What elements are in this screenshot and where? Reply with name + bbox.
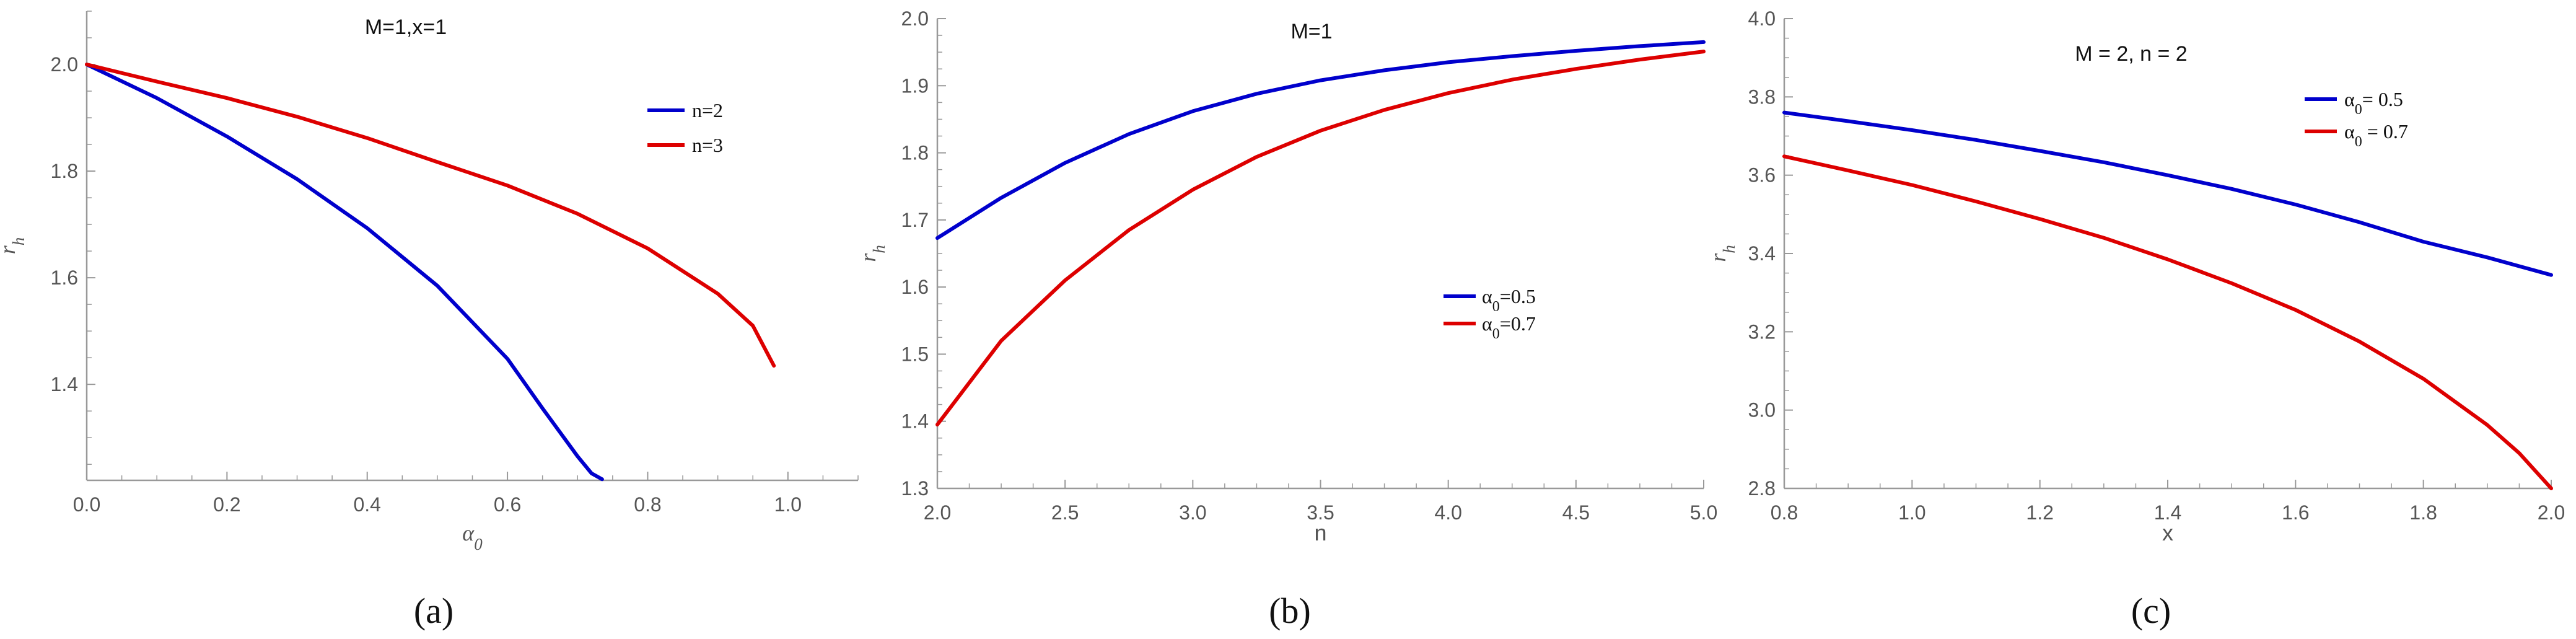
y-tick-label: 1.6 <box>51 267 78 289</box>
x-tick-label: 0.4 <box>353 493 380 516</box>
legend: α0=0.5α0=0.7 <box>1444 285 1536 342</box>
y-tick-label: 1.5 <box>901 343 929 365</box>
x-tick-label: 4.5 <box>1562 501 1590 524</box>
y-tick-label: 1.6 <box>901 276 929 298</box>
series-line-2 <box>1782 154 2553 490</box>
y-tick-label: 3.2 <box>1748 320 1776 343</box>
x-tick-label: 4.0 <box>1434 501 1461 524</box>
y-tick-label: 1.4 <box>901 410 929 433</box>
chart-panel-c: 0.8 1.0 1.2 1.4 1.6 1.8 2.0 2.8 3.0 3.2 3.4 3.6 3.8 4… <box>1706 7 2565 631</box>
y-tick-label: 4.0 <box>1748 7 1776 30</box>
y-tick-label: 1.8 <box>901 142 929 164</box>
x-tick-label: 0.0 <box>73 493 100 516</box>
legend-label: n=3 <box>692 134 723 156</box>
y-tick-label: 3.0 <box>1748 399 1776 421</box>
legend: α0= 0.5α0 = 0.7 <box>2305 88 2408 150</box>
chart-title: M = 2, n = 2 <box>2075 42 2187 66</box>
x-tick-label: 1.0 <box>1898 501 1925 524</box>
legend-label: α0=0.5 <box>1482 285 1536 315</box>
x-tick-label: 2.0 <box>2538 501 2565 524</box>
y-axis-label: rh <box>0 237 28 255</box>
y-tick-label: 2.0 <box>51 53 78 76</box>
series-line-1 <box>1782 110 2553 277</box>
y-tick-label: 1.8 <box>51 160 78 182</box>
x-tick-label: 2.5 <box>1051 501 1079 524</box>
chart-panel-a: 0.0 0.2 0.4 0.6 0.8 1.0 1.4 1.6 1.8 2.0 α0 rh M=1,x=… <box>0 11 859 631</box>
y-tick-label: 1.9 <box>901 74 929 97</box>
y-axis-label: rh <box>1706 245 1738 262</box>
series-line-1 <box>935 40 1706 240</box>
x-axis-label: α0 <box>462 521 483 553</box>
y-tick-label: 2.8 <box>1748 477 1776 500</box>
legend-label: α0 = 0.7 <box>2344 120 2408 150</box>
legend-label: α0= 0.5 <box>2344 88 2403 118</box>
series-line-2 <box>935 50 1706 427</box>
chart-title: M=1 <box>1290 20 1332 43</box>
x-tick-label: 1.8 <box>2409 501 2437 524</box>
legend-label: α0=0.7 <box>1482 312 1536 342</box>
x-tick-label: 0.6 <box>494 493 521 516</box>
panel-caption: (a) <box>414 591 453 631</box>
x-tick-label: 2.0 <box>924 501 951 524</box>
series-line-2 <box>85 63 776 368</box>
x-tick-label: 1.6 <box>2282 501 2309 524</box>
x-tick-label: 0.8 <box>1771 501 1798 524</box>
x-tick-label: 0.8 <box>634 493 661 516</box>
y-tick-label: 3.6 <box>1748 164 1776 187</box>
chart-panel-b: 2.0 2.5 3.0 3.5 4.0 4.5 5.0 1.3 1.4 1.5 1.6 1.7 1.8 1… <box>856 7 1717 631</box>
legend-label: n=2 <box>692 99 723 121</box>
y-axis-label: rh <box>856 245 888 262</box>
x-axis-label: n <box>1314 520 1326 545</box>
x-axis-label: x <box>2162 520 2173 545</box>
y-tick-label: 3.8 <box>1748 86 1776 108</box>
y-tick-label: 1.4 <box>51 373 78 395</box>
y-tick-label: 3.4 <box>1748 242 1776 265</box>
panel-caption: (b) <box>1269 591 1311 631</box>
x-tick-label: 1.4 <box>2154 501 2181 524</box>
panel-caption: (c) <box>2131 591 2171 631</box>
x-tick-label: 0.2 <box>213 493 240 516</box>
x-tick-label: 1.2 <box>2026 501 2053 524</box>
x-tick-label: 5.0 <box>1690 501 1717 524</box>
y-tick-label: 2.0 <box>901 7 929 30</box>
x-tick-label: 3.0 <box>1179 501 1206 524</box>
series-line-1 <box>85 63 604 482</box>
chart-title: M=1,x=1 <box>365 15 447 39</box>
x-tick-label: 3.5 <box>1307 501 1334 524</box>
y-tick-label: 1.7 <box>901 209 929 231</box>
x-tick-label: 1.0 <box>774 493 802 516</box>
y-tick-label: 1.3 <box>901 477 929 500</box>
legend: n=2 n=3 <box>647 99 723 156</box>
